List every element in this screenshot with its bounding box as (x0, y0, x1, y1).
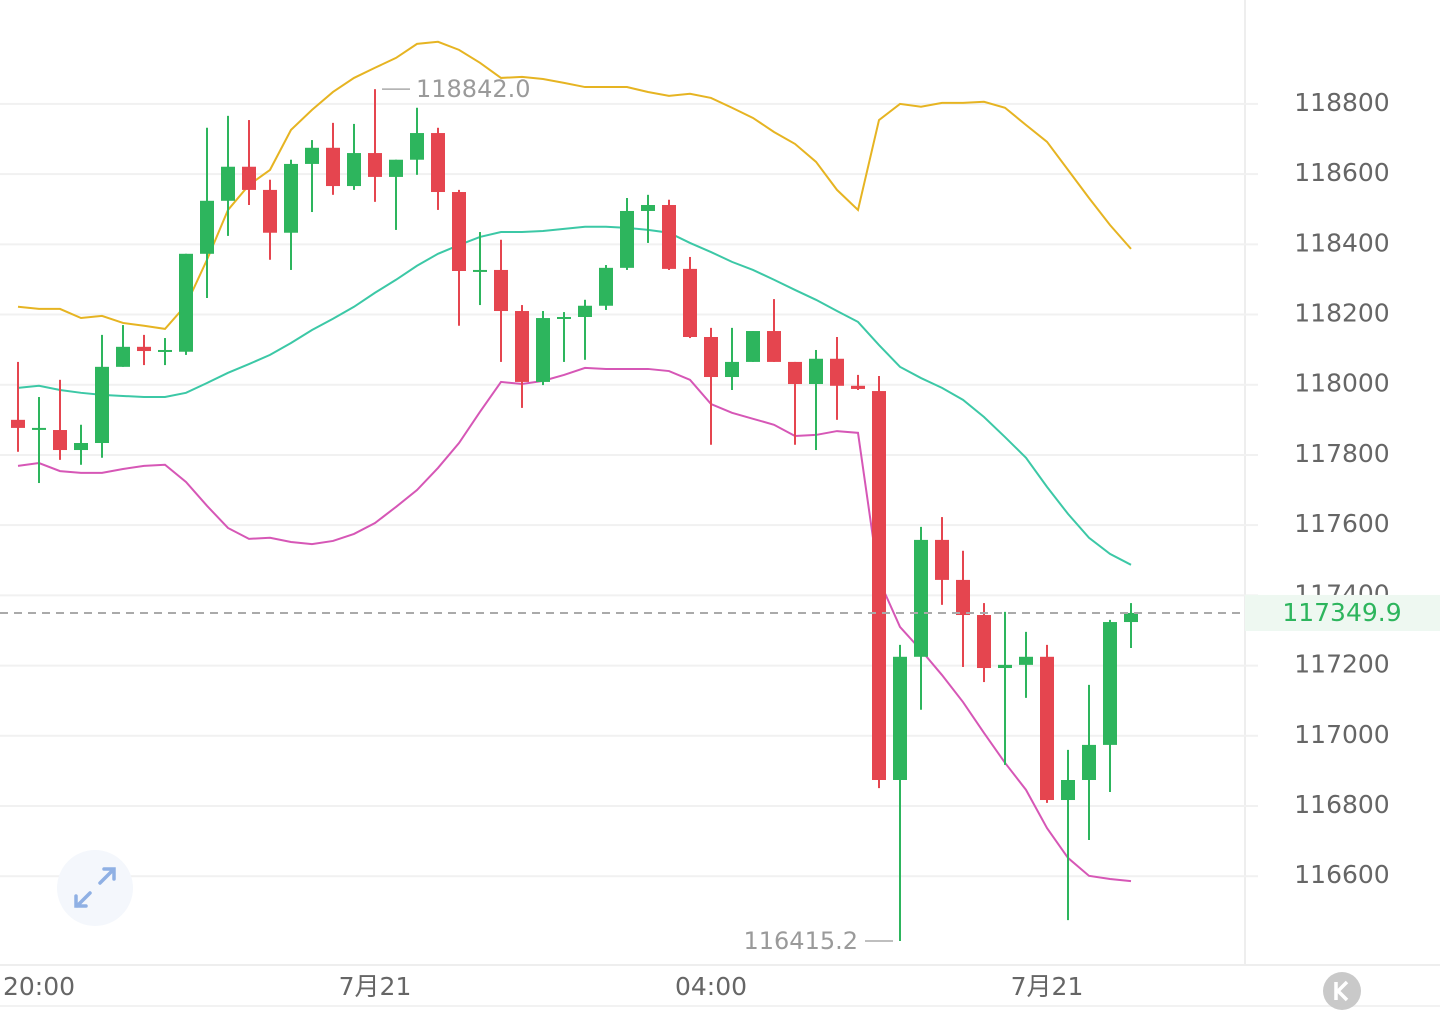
y-tick-label: 116600 (1294, 860, 1389, 889)
candle-body (116, 346, 130, 367)
candle-body (788, 361, 802, 385)
candle-body (410, 133, 424, 160)
candle-body (53, 430, 67, 451)
band-line (17, 225, 1132, 566)
candle-body (95, 366, 109, 444)
x-tick-label: 04:00 (675, 972, 747, 1001)
y-tick-label: 118800 (1294, 88, 1389, 117)
y-tick-label: 118200 (1294, 299, 1389, 328)
candle-body (242, 166, 256, 190)
band-line (17, 366, 1132, 883)
y-tick-label: 117000 (1294, 720, 1389, 749)
candle-body (326, 147, 340, 187)
expand-bg[interactable] (57, 850, 133, 926)
candle-body (704, 336, 718, 378)
candle-body (893, 656, 907, 781)
candle-body (557, 316, 571, 319)
annotation-label: 118842.0 (416, 75, 531, 103)
last-price-bg (1245, 594, 1440, 631)
candle-body (767, 331, 781, 362)
candle-body (872, 391, 886, 781)
y-tick-label: 118000 (1294, 369, 1389, 398)
annotation-label: 116415.2 (743, 927, 858, 955)
plot: 1166001168001170001172001174001176001178… (0, 40, 1440, 1001)
candle-body (1019, 656, 1033, 665)
candle-body (158, 349, 172, 352)
k-icon[interactable] (1334, 980, 1349, 1002)
candle-body (536, 318, 550, 382)
candle-body (998, 664, 1012, 669)
y-tick-label: 117200 (1294, 650, 1389, 679)
y-tick-label: 117800 (1294, 439, 1389, 468)
candle-body (368, 153, 382, 177)
candle-body (284, 163, 298, 233)
candle-body (137, 346, 151, 352)
candle-body (977, 615, 991, 669)
y-tick-label: 116800 (1294, 790, 1389, 819)
candle-body (641, 205, 655, 211)
candle-body (620, 210, 634, 268)
candle-body (1082, 744, 1096, 781)
candle-body (683, 268, 697, 337)
candle-body (1124, 612, 1138, 623)
candle-body (515, 311, 529, 382)
candle-body (494, 269, 508, 312)
candle-body (1061, 780, 1075, 801)
candle-body (578, 305, 592, 317)
candle-body (830, 358, 844, 386)
candle-body (956, 579, 970, 616)
candle-body (179, 253, 193, 352)
candle-body (809, 358, 823, 385)
candle-body (473, 269, 487, 272)
candle-body (305, 147, 319, 164)
candle-body (1040, 656, 1054, 801)
candle-body (452, 192, 466, 272)
candle-body (74, 443, 88, 451)
candle-body (1103, 622, 1117, 745)
candle-body (431, 133, 445, 193)
x-tick-label: 20:00 (3, 972, 75, 1001)
x-tick-label: 7月21 (339, 972, 412, 1001)
candle-body (32, 427, 46, 430)
expand-button[interactable] (57, 850, 133, 926)
candle-body (914, 539, 928, 657)
candle-body (935, 539, 949, 580)
candle-body (725, 361, 739, 378)
candle-body (389, 159, 403, 177)
x-tick-label: 7月21 (1011, 972, 1084, 1001)
k-bg[interactable] (1323, 972, 1361, 1010)
expand-icon[interactable] (74, 867, 116, 908)
candle-body (263, 189, 277, 233)
candle-body (11, 419, 25, 428)
candle-body (347, 153, 361, 187)
candle-body (851, 385, 865, 389)
y-tick-label: 118400 (1294, 228, 1389, 257)
last-price-label: 117349.9 (1282, 598, 1401, 627)
y-tick-label: 118600 (1294, 158, 1389, 187)
candle-body (221, 166, 235, 201)
band-line (17, 40, 1132, 330)
candle-body (599, 267, 613, 306)
candle-body (200, 200, 214, 254)
candle-body (662, 205, 676, 269)
candle-body (746, 331, 760, 362)
k-button[interactable] (1323, 972, 1361, 1010)
y-tick-label: 117600 (1294, 509, 1389, 538)
